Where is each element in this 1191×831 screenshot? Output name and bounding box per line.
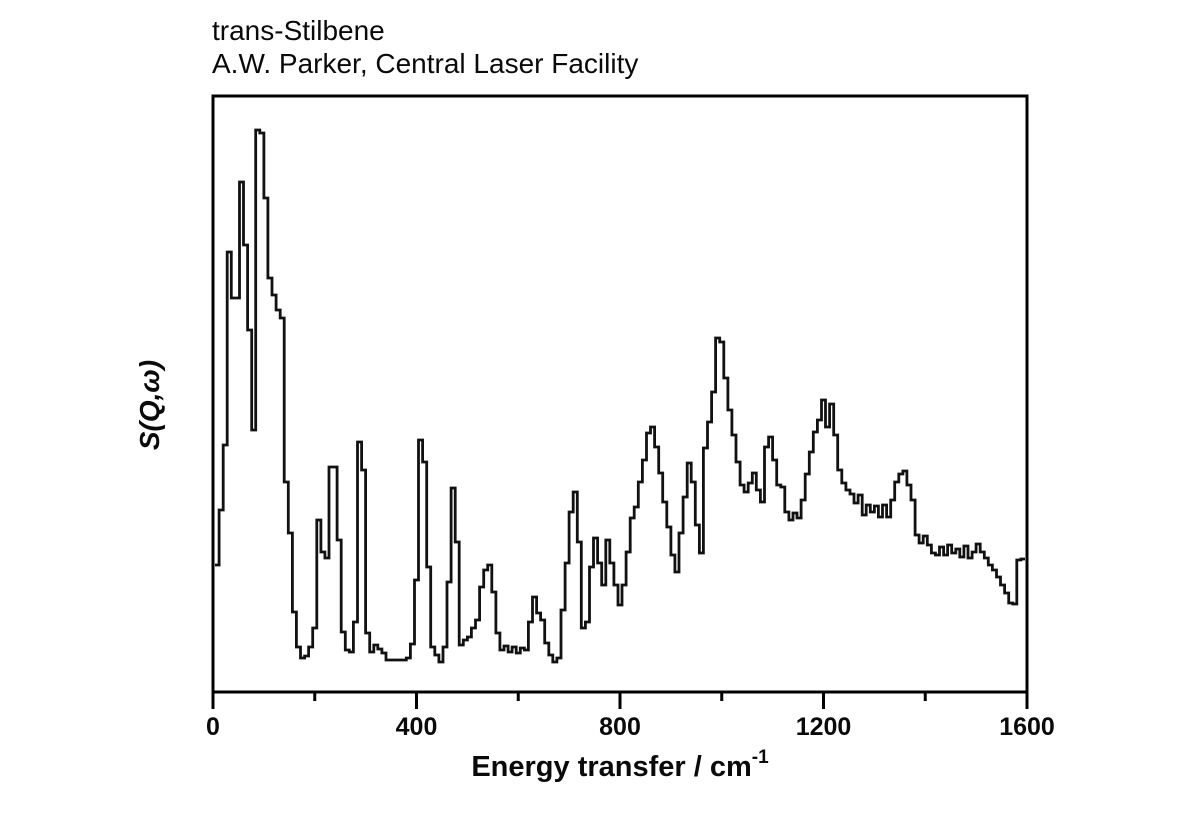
x-tick-label: 400 [396,713,438,741]
spectrum-line [215,128,1025,664]
x-axis-label: Energy transfer / cm-1 [471,747,768,784]
x-tick-label: 1200 [796,713,852,741]
x-axis-label-superscript: -1 [751,747,769,768]
chart-title-line2: A.W. Parker, Central Laser Facility [212,48,639,79]
x-tick-label: 800 [599,713,641,741]
chart-title-block: trans-Stilbene A.W. Parker, Central Lase… [212,14,638,80]
y-axis-label: S(Q,ω) [134,359,165,451]
x-axis-label-text: Energy transfer / cm [471,751,752,783]
x-axis-tick-labels: 0 400 800 1200 1600 [206,713,1055,741]
x-tick-label: 0 [206,713,220,741]
plot-frame [211,94,1029,694]
x-axis-ticks [211,692,1029,709]
chart-title-line1: trans-Stilbene [212,15,385,46]
x-tick-label: 1600 [999,713,1055,741]
